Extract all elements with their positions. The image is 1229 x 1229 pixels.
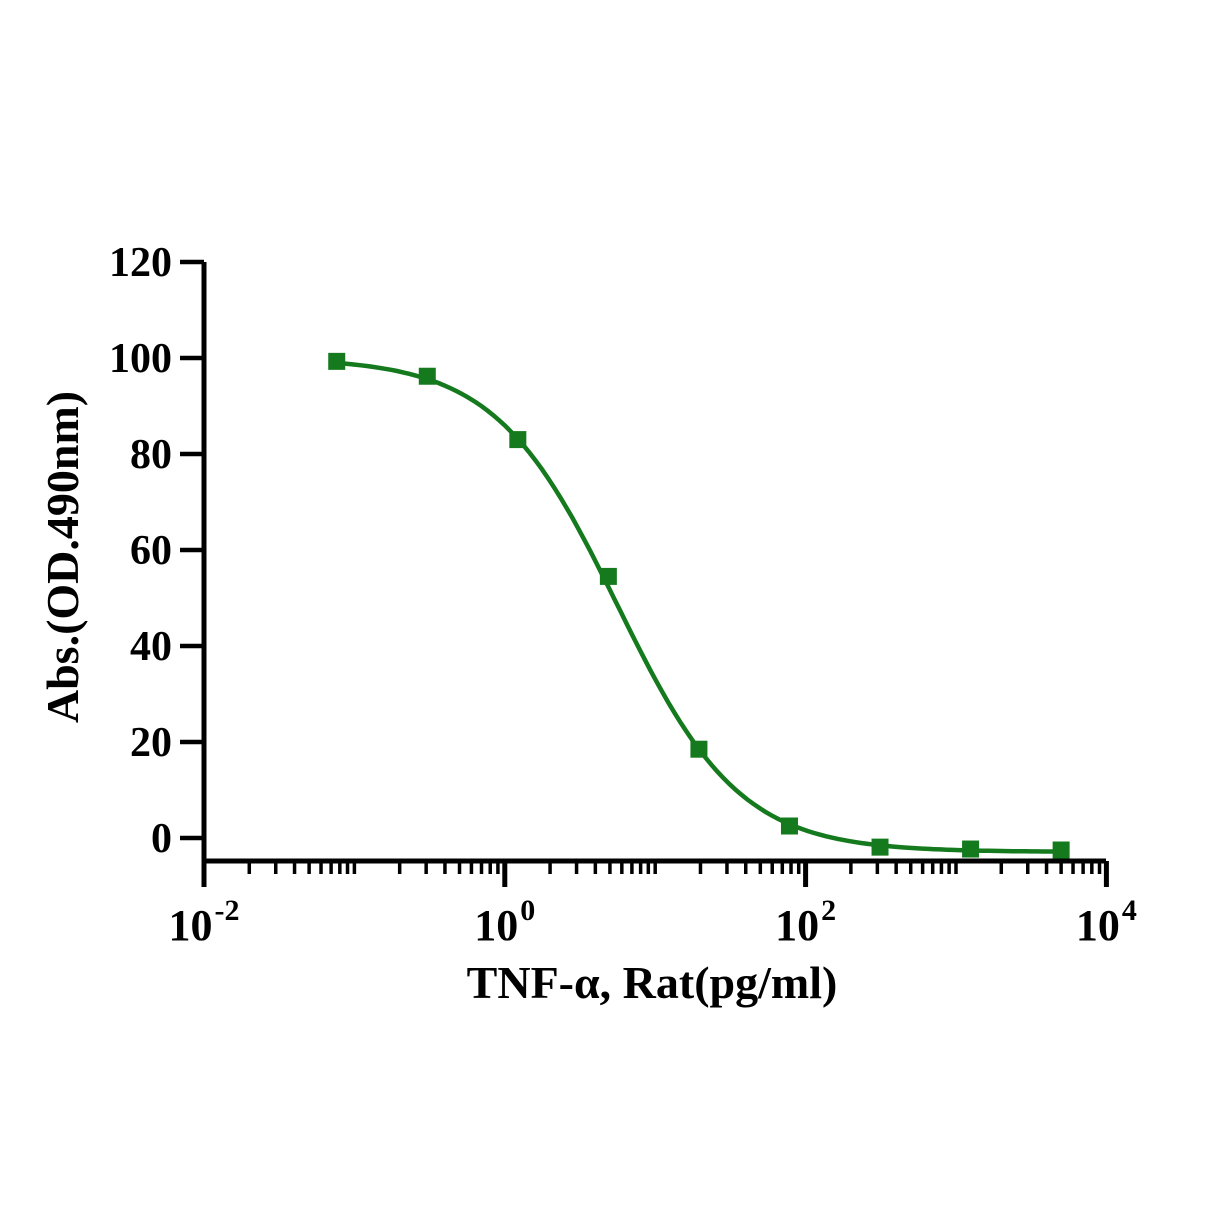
data-point-marker xyxy=(509,431,527,449)
fit-curve xyxy=(334,360,1064,854)
data-point-marker xyxy=(871,838,889,856)
x-tick-label: 100 xyxy=(474,894,535,950)
y-tick-label: 120 xyxy=(109,240,172,286)
data-point-marker xyxy=(690,740,708,758)
data-point-marker xyxy=(780,817,798,835)
y-tick-label: 20 xyxy=(130,720,172,766)
x-tick-label: 10-2 xyxy=(169,894,240,950)
y-tick-label: 40 xyxy=(130,624,172,670)
data-point-marker xyxy=(599,567,617,585)
y-tick-label: 80 xyxy=(130,432,172,478)
y-tick-label: 100 xyxy=(109,336,172,382)
x-axis-title: TNF-α, Rat(pg/ml) xyxy=(467,957,838,1008)
axes-layer: 0 20 40 60 80 100 120 10-2 100 102 104 xyxy=(109,240,1137,950)
x-tick-label: 104 xyxy=(1076,894,1137,950)
y-axis-title: Abs.(OD.490nm) xyxy=(37,391,88,723)
data-point-marker xyxy=(1052,841,1070,859)
data-point-marker xyxy=(328,352,346,370)
data-point-marker xyxy=(418,367,436,385)
y-tick-label: 0 xyxy=(151,816,172,862)
series-layer xyxy=(328,352,1070,859)
data-point-marker xyxy=(962,840,980,858)
y-tick-label: 60 xyxy=(130,528,172,574)
x-tick-label: 102 xyxy=(775,894,836,950)
